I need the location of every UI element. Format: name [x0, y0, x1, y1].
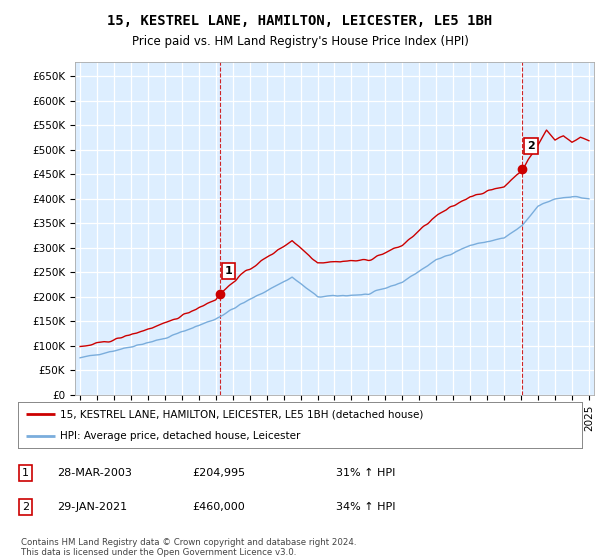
Text: 29-JAN-2021: 29-JAN-2021	[57, 502, 127, 512]
Text: 1: 1	[22, 468, 29, 478]
Text: 28-MAR-2003: 28-MAR-2003	[57, 468, 132, 478]
Text: 2: 2	[22, 502, 29, 512]
Text: £204,995: £204,995	[192, 468, 245, 478]
Text: 31% ↑ HPI: 31% ↑ HPI	[336, 468, 395, 478]
Text: 2: 2	[527, 141, 535, 151]
Text: HPI: Average price, detached house, Leicester: HPI: Average price, detached house, Leic…	[60, 431, 301, 441]
Text: 1: 1	[224, 266, 232, 276]
Text: 15, KESTREL LANE, HAMILTON, LEICESTER, LE5 1BH: 15, KESTREL LANE, HAMILTON, LEICESTER, L…	[107, 14, 493, 28]
Text: Price paid vs. HM Land Registry's House Price Index (HPI): Price paid vs. HM Land Registry's House …	[131, 35, 469, 48]
Text: Contains HM Land Registry data © Crown copyright and database right 2024.
This d: Contains HM Land Registry data © Crown c…	[21, 538, 356, 557]
Text: 15, KESTREL LANE, HAMILTON, LEICESTER, LE5 1BH (detached house): 15, KESTREL LANE, HAMILTON, LEICESTER, L…	[60, 409, 424, 419]
Text: 34% ↑ HPI: 34% ↑ HPI	[336, 502, 395, 512]
Text: £460,000: £460,000	[192, 502, 245, 512]
